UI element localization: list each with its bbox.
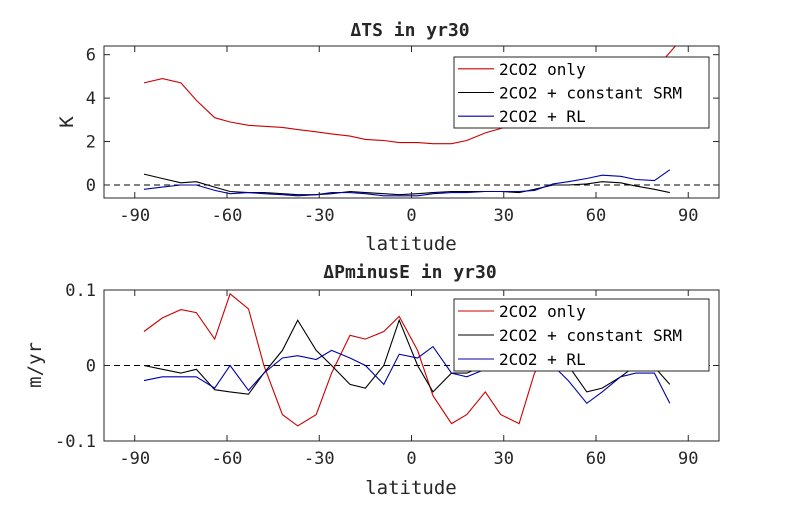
pme-legend-label-2: 2CO2 + constant SRM	[499, 326, 682, 345]
ts-y-axis-label: K	[56, 116, 78, 128]
ts-legend-label-3: 2CO2 + RL	[499, 107, 586, 126]
pme-y-axis-label: m/yr	[24, 342, 46, 388]
pme-series-line-3	[143, 345, 671, 405]
ts-x-axis-label: latitude	[365, 233, 457, 255]
ts-series-line-3	[143, 169, 671, 197]
ts-x-tick-label: 0	[406, 206, 416, 226]
ts-legend-label-2: 2CO2 + constant SRM	[499, 84, 682, 103]
pme-x-tick-label: 90	[678, 449, 698, 469]
ts-x-tick-label: -60	[212, 206, 243, 226]
ts-legend	[453, 56, 710, 129]
pme-series-line-2	[143, 318, 671, 395]
ts-panel: ΔTS in yr30 latitude K -90 -60 -30 0 30 60 90 0…	[56, 20, 720, 255]
pme-x-tick-label: -90	[119, 449, 150, 469]
pme-x-axis-label: latitude	[365, 477, 457, 499]
pme-x-tick-label: -60	[212, 449, 243, 469]
pme-y-tick-label: 0	[86, 357, 96, 377]
pme-x-tick-label: 0	[406, 449, 416, 469]
pme-x-tick-label: -30	[304, 449, 335, 469]
ts-x-tick-label: 30	[494, 206, 514, 226]
pme-panel: ΔPminusE in yr30 latitude m/yr -90 -60 -30…	[24, 262, 720, 499]
ts-chart-title: ΔTS in yr30	[350, 20, 469, 41]
pme-x-tick-label: 60	[586, 449, 606, 469]
ts-series-line-2	[143, 173, 670, 196]
ts-x-tick-label: -90	[119, 206, 150, 226]
pme-y-tick-label: 0.1	[65, 281, 96, 301]
pme-y-tick-label: -0.1	[55, 432, 96, 452]
pme-legend	[453, 298, 710, 372]
ts-y-tick-label: 4	[86, 89, 96, 109]
pme-x-tick-label: 30	[494, 449, 514, 469]
ts-y-tick-label: 0	[86, 176, 96, 196]
ts-y-tick-label: 2	[86, 133, 96, 153]
ts-x-tick-label: 90	[678, 206, 698, 226]
ts-legend-label-1: 2CO2 only	[499, 60, 586, 79]
pme-legend-label-3: 2CO2 + RL	[499, 350, 586, 369]
pme-legend-label-1: 2CO2 only	[499, 302, 586, 321]
ts-x-tick-label: -30	[304, 206, 335, 226]
ts-y-tick-label: 6	[86, 46, 96, 66]
ts-x-tick-label: 60	[586, 206, 606, 226]
pme-chart-title: ΔPminusE in yr30	[323, 262, 496, 283]
